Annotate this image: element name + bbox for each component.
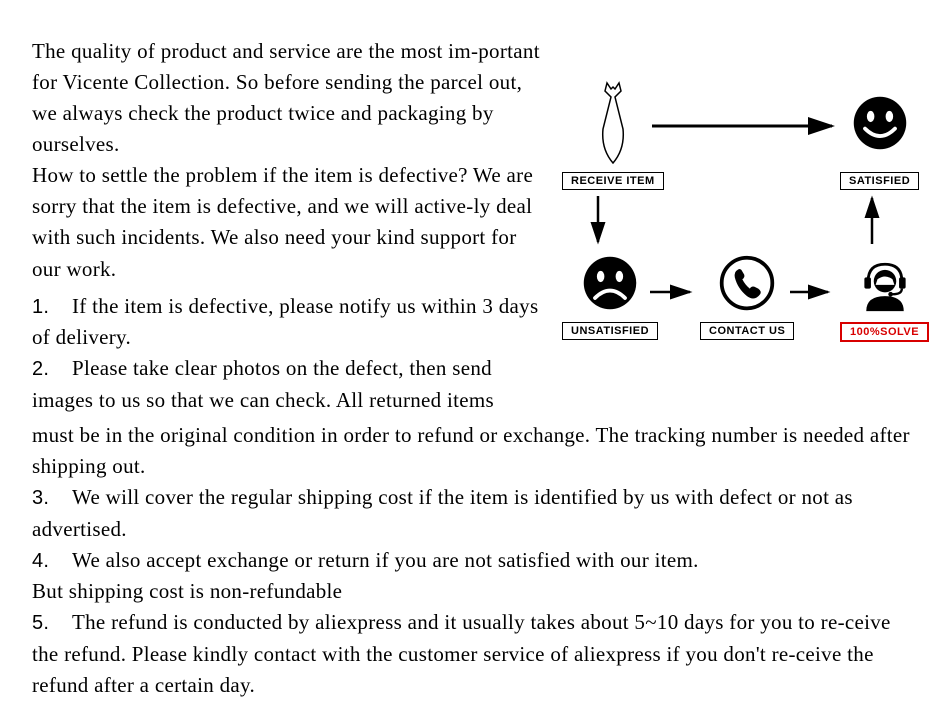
list-item-4: 4.We also accept exchange or return if y… xyxy=(32,545,918,577)
sad-icon xyxy=(580,248,640,318)
intro-paragraphs: The quality of product and service are t… xyxy=(32,36,542,285)
label-satisfied: SATISFIED xyxy=(840,172,919,190)
process-diagram: RECEIVE ITEM SATISFIED UNSATISFIED xyxy=(552,78,918,358)
item-4-text: We also accept exchange or return if you… xyxy=(72,548,699,572)
label-contact: CONTACT US xyxy=(700,322,794,340)
node-unsatisfied: UNSATISFIED xyxy=(562,248,658,340)
list-item-2a: 2.Please take clear photos on the defect… xyxy=(32,353,542,416)
label-receive: RECEIVE ITEM xyxy=(562,172,664,190)
intro-para-1: The quality of product and service are t… xyxy=(32,36,542,160)
list-item-5: 5.The refund is conducted by aliexpress … xyxy=(32,607,918,701)
support-agent-icon xyxy=(855,248,915,318)
node-satisfied: SATISFIED xyxy=(840,78,919,190)
item-2a-text: Please take clear photos on the defect, … xyxy=(32,356,494,412)
num-2: 2. xyxy=(32,355,72,385)
num-1: 1. xyxy=(32,293,72,323)
list-item-3: 3.We will cover the regular shipping cos… xyxy=(32,482,918,545)
list-wide: must be in the original condition in ord… xyxy=(32,420,918,701)
num-4: 4. xyxy=(32,547,72,577)
item-4b-text: But shipping cost is non-refundable xyxy=(32,576,918,607)
intro-para-2: How to settle the problem if the item is… xyxy=(32,160,542,284)
item-5-text: The refund is conducted by aliexpress an… xyxy=(32,610,891,697)
label-solve: 100%SOLVE xyxy=(840,322,929,342)
item-2b-text: must be in the original condition in ord… xyxy=(32,420,918,482)
item-1-text: If the item is defective, please notify … xyxy=(32,294,538,350)
smile-icon xyxy=(850,78,910,168)
num-5: 5. xyxy=(32,609,72,639)
dress-icon xyxy=(583,78,643,168)
list-narrow: 1.If the item is defective, please notif… xyxy=(32,291,542,416)
node-receive-item: RECEIVE ITEM xyxy=(562,78,664,190)
list-item-1: 1.If the item is defective, please notif… xyxy=(32,291,542,354)
item-3-text: We will cover the regular shipping cost … xyxy=(32,485,853,541)
phone-icon xyxy=(717,248,777,318)
node-solve: 100%SOLVE xyxy=(840,248,929,342)
num-3: 3. xyxy=(32,484,72,514)
node-contact-us: CONTACT US xyxy=(700,248,794,340)
label-unsatisfied: UNSATISFIED xyxy=(562,322,658,340)
